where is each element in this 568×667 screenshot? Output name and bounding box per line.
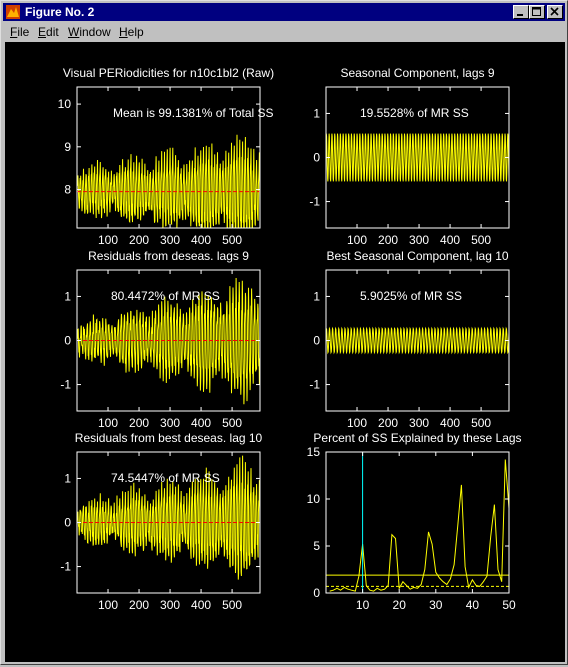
- title-bar[interactable]: Figure No. 2: [3, 3, 565, 21]
- data-line-series-1: [326, 326, 509, 355]
- x-tick-label: 400: [191, 598, 211, 612]
- chart-title: Residuals from best deseas. lag 10: [75, 431, 263, 445]
- x-tick-label: 500: [222, 233, 242, 247]
- x-tick-label: 40: [466, 598, 480, 612]
- chart-panel-1: Visual PERiodicities for n10c1bl2 (Raw) 1…: [58, 66, 274, 247]
- y-tick-label: 0: [64, 334, 71, 348]
- y-tick-label: 1: [313, 289, 320, 303]
- y-tick-label: 9: [64, 140, 71, 154]
- x-tick-label: 200: [129, 233, 149, 247]
- x-tick-label: 400: [440, 233, 460, 247]
- data-line-series-1: [77, 455, 260, 580]
- x-tick-label: 20: [393, 598, 407, 612]
- window-title: Figure No. 2: [25, 5, 95, 19]
- minimize-icon: [517, 14, 523, 16]
- chart-annotation: 74.5447% of MR SS: [111, 471, 220, 485]
- chart-annotation: Mean is 99.1381% of Total SS: [113, 106, 274, 120]
- y-tick-label: 0: [313, 334, 320, 348]
- y-tick-label: 1: [313, 106, 320, 120]
- y-tick-label: 10: [307, 492, 321, 506]
- y-tick-label: 1: [64, 289, 71, 303]
- x-tick-label: 100: [98, 598, 118, 612]
- data-line-series-1: [77, 134, 260, 228]
- x-tick-label: 200: [129, 598, 149, 612]
- plot-area: [77, 277, 260, 405]
- axes-frame: [76, 86, 261, 229]
- y-tick-label: 15: [307, 445, 321, 459]
- plot-area: [326, 452, 509, 593]
- chart-panel-2: Seasonal Component, lags 9 100 200 300 400 50…: [309, 66, 510, 247]
- x-tick-label: 300: [409, 233, 429, 247]
- x-tick-label: 100: [98, 233, 118, 247]
- chart-panel-4: Best Seasonal Component, lag 10 100 200 300…: [309, 249, 510, 430]
- figure-plots: Visual PERiodicities for n10c1bl2 (Raw) 1…: [58, 66, 522, 612]
- close-icon: [550, 7, 559, 16]
- plot-area: [77, 455, 260, 580]
- minimize-button[interactable]: [513, 5, 529, 19]
- x-tick-label: 500: [471, 416, 491, 430]
- chart-title: Seasonal Component, lags 9: [340, 66, 494, 80]
- axes-frame: [325, 451, 510, 594]
- y-tick-label: -1: [60, 560, 71, 574]
- y-tick-label: 8: [64, 183, 71, 197]
- x-tick-label: 100: [347, 233, 367, 247]
- chart-annotation: 19.5528% of MR SS: [360, 106, 469, 120]
- x-tick-label: 200: [129, 416, 149, 430]
- y-tick-label: -1: [309, 195, 320, 209]
- chart-annotation: 5.9025% of MR SS: [360, 289, 462, 303]
- x-tick-label: 500: [222, 416, 242, 430]
- x-tick-label: 500: [471, 233, 491, 247]
- x-tick-label: 300: [160, 416, 180, 430]
- chart-panel-5: Residuals from best deseas. lag 10 100 200…: [60, 431, 262, 612]
- maximize-icon: [532, 7, 541, 16]
- x-tick-label: 300: [160, 233, 180, 247]
- x-tick-label: 30: [429, 598, 443, 612]
- plot-area: [326, 326, 509, 355]
- x-tick-label: 300: [160, 598, 180, 612]
- chart-title: Residuals from deseas. lags 9: [88, 249, 249, 263]
- chart-title: Best Seasonal Component, lag 10: [326, 249, 508, 263]
- chart-panel-6: Percent of SS Explained by these Lags 10 2…: [307, 431, 522, 612]
- chart-title: Percent of SS Explained by these Lags: [313, 431, 521, 445]
- x-tick-label: 300: [409, 416, 429, 430]
- x-tick-label: 100: [98, 416, 118, 430]
- x-tick-label: 400: [191, 416, 211, 430]
- matlab-logo-icon: [6, 5, 20, 19]
- y-tick-label: 0: [313, 151, 320, 165]
- y-tick-label: 5: [313, 539, 320, 553]
- data-line-series-1: [329, 459, 509, 592]
- chart-panel-3: Residuals from deseas. lags 9 100 200 300 40…: [60, 249, 261, 430]
- x-tick-label: 400: [191, 233, 211, 247]
- x-tick-label: 100: [347, 416, 367, 430]
- plot-area: [77, 134, 260, 228]
- data-line-series-1: [77, 277, 260, 405]
- y-tick-label: 1: [64, 471, 71, 485]
- chart-title: Visual PERiodicities for n10c1bl2 (Raw): [63, 66, 274, 80]
- menu-edit[interactable]: Edit: [38, 25, 59, 39]
- close-button[interactable]: [547, 5, 563, 19]
- data-line-series-1: [326, 133, 509, 182]
- y-tick-label: 0: [313, 586, 320, 600]
- y-tick-label: 10: [58, 97, 72, 111]
- menu-file[interactable]: File: [10, 25, 30, 39]
- x-tick-label: 200: [378, 416, 398, 430]
- x-tick-label: 400: [440, 416, 460, 430]
- menu-window[interactable]: Window: [68, 25, 111, 39]
- menu-help[interactable]: Help: [119, 25, 144, 39]
- y-tick-label: -1: [60, 378, 71, 392]
- x-tick-label: 200: [378, 233, 398, 247]
- y-tick-label: 0: [64, 516, 71, 530]
- x-tick-label: 500: [222, 598, 242, 612]
- menu-bar: File Edit Window Help: [3, 22, 565, 41]
- chart-annotation: 80.4472% of MR SS: [111, 289, 220, 303]
- maximize-button[interactable]: [529, 5, 545, 19]
- x-tick-label: 50: [502, 598, 516, 612]
- x-tick-label: 10: [356, 598, 370, 612]
- figure-canvas: Visual PERiodicities for n10c1bl2 (Raw) 1…: [5, 42, 565, 662]
- plot-area: [326, 133, 509, 182]
- y-tick-label: -1: [309, 378, 320, 392]
